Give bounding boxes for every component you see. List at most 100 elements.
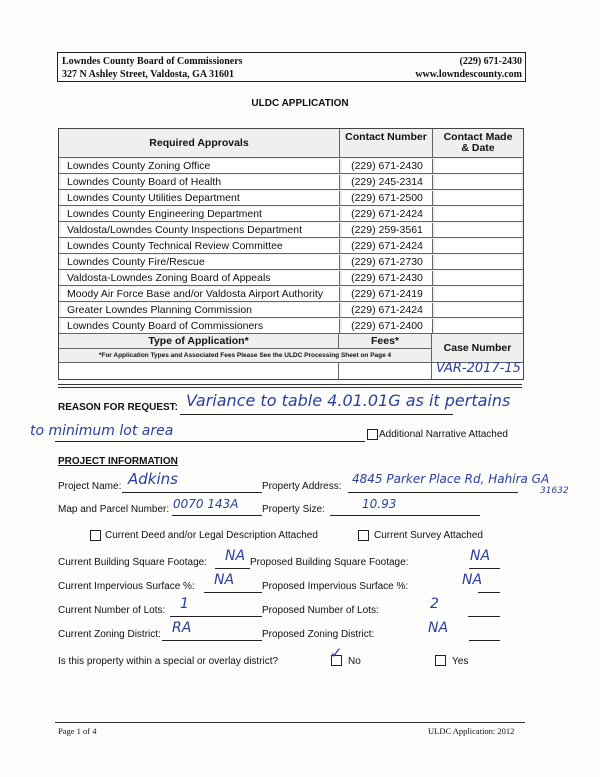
narrative-label: Additional Narrative Attached [379,429,508,440]
approval-name: Greater Lowndes Planning Commission [61,303,340,317]
footer-divider [55,722,525,723]
prop_zone-label: Proposed Zoning District: [262,629,375,640]
approval-name: Valdosta/Lowndes County Inspections Depa… [61,223,340,237]
approval-name: Lowndes County Engineering Department [61,207,340,221]
col-contact: Contact Number [340,129,433,157]
approval-name: Lowndes County Fire/Rescue [61,255,340,269]
approval-phone: (229) 671-2730 [342,255,433,269]
case-number-field[interactable]: VAR-2017-15 [432,361,523,379]
page-title: ULDC APPLICATION [251,98,349,109]
prop_lots-label: Proposed Number of Lots: [262,605,379,616]
deed-label: Current Deed and/or Legal Description At… [105,530,318,541]
org-website: www.lowndescounty.com [415,69,522,80]
fees-label: Fees* [370,335,400,347]
property-address[interactable]: 4845 Parker Place Rd, Hahira GA [352,472,550,486]
project-heading: PROJECT INFORMATION [58,456,178,467]
overlay-no-checkbox[interactable] [331,655,342,666]
fees-note: *For Application Types and Associated Fe… [59,348,431,362]
approval-phone: (229) 671-2424 [342,207,433,221]
approval-phone: (229) 671-2419 [342,287,433,301]
overlay-yes-label: Yes [452,656,469,667]
narrative-checkbox[interactable] [367,429,378,440]
approval-phone: (229) 671-2424 [342,239,433,253]
parcel-number[interactable]: 0070 143A [173,497,239,511]
application-type-header: Type of Application* Fees* *For Applicat… [59,333,523,362]
fees-field[interactable] [339,363,432,379]
approval-phone: (229) 259-3561 [342,223,433,237]
org-name: Lowndes County Board of Commissioners [62,56,243,67]
table-row: Lowndes County Board of Commissioners (22… [59,317,523,333]
type-label: Type of Application* [59,334,339,348]
contact-made-field[interactable] [435,319,521,333]
cur_imp-value[interactable]: NA [214,572,235,588]
survey-checkbox[interactable] [358,530,369,541]
table-row: Lowndes County Engineering Department (22… [59,205,523,221]
prop_zone-value[interactable]: NA [428,620,449,636]
approval-name: Lowndes County Zoning Office [61,159,340,173]
col-made: Contact Made & Date [443,131,513,154]
cur_zone-value[interactable]: RA [172,620,192,636]
project-name-label: Project Name: [58,481,122,492]
overlay-yes-checkbox[interactable] [435,655,446,666]
case-number: VAR-2017-15 [436,361,521,376]
property-size[interactable]: 10.93 [362,497,397,511]
prop_imp-value[interactable]: NA [462,572,483,588]
org-address: 327 N Ashley Street, Valdosta, GA 31601 [62,69,235,80]
parcel-label: Map and Parcel Number: [58,504,170,515]
col-required: Required Approvals [59,129,340,157]
contact-made-field[interactable] [435,271,521,285]
prop_imp-label: Proposed Impervious Surface %: [262,581,409,592]
cur_lots-label: Current Number of Lots: [58,605,166,616]
approval-phone: (229) 245-2314 [342,175,433,189]
table-row: Lowndes County Board of Health (229) 245-… [59,173,523,189]
cur_lots-value[interactable]: 1 [180,596,189,612]
table-row: Greater Lowndes Planning Commission (229)… [59,301,523,317]
deed-checkbox[interactable] [90,530,101,541]
approval-name: Lowndes County Utilities Department [61,191,340,205]
overlay-question: Is this property within a special or ove… [58,656,279,667]
contact-made-field[interactable] [435,159,521,173]
reason-label: REASON FOR REQUEST: [58,402,179,413]
case-label: Case Number [443,342,512,354]
contact-made-field[interactable] [435,287,521,301]
page-number: Page 1 of 4 [58,726,97,736]
approval-name: Moody Air Force Base and/or Valdosta Air… [61,287,340,301]
approvals-table: Required Approvals Contact Number Contac… [58,128,524,380]
form-version: ULDC Application: 2012 [428,726,515,736]
type-field[interactable] [59,363,339,379]
approval-phone: (229) 671-2430 [342,159,433,173]
contact-made-field[interactable] [435,175,521,189]
project-name[interactable]: Adkins [128,470,178,488]
table-row: Lowndes County Fire/Rescue (229) 671-2730 [59,253,523,269]
divider [58,384,522,388]
cur_imp-label: Current Impervious Surface %: [58,581,195,592]
table-row: Valdosta-Lowndes Zoning Board of Appeals… [59,269,523,285]
survey-label: Current Survey Attached [374,530,483,541]
approval-phone: (229) 671-2400 [342,319,433,333]
address-label: Property Address: [262,481,342,492]
reason-line1[interactable]: Variance to table 4.01.01G as it pertain… [186,391,511,410]
cur_sqft-value[interactable]: NA [225,548,246,564]
contact-made-field[interactable] [435,223,521,237]
reason-line2[interactable]: to minimum lot area [30,423,174,439]
org-phone: (229) 671-2430 [459,56,523,67]
approval-name: Lowndes County Board of Health [61,175,340,189]
approval-phone: (229) 671-2430 [342,271,433,285]
contact-made-field[interactable] [435,191,521,205]
contact-made-field[interactable] [435,207,521,221]
contact-made-field[interactable] [435,303,521,317]
approval-name: Lowndes County Board of Commissioners [61,319,340,333]
contact-made-field[interactable] [435,255,521,269]
table-row: Valdosta/Lowndes County Inspections Depa… [59,221,523,237]
approval-phone: (229) 671-2424 [342,303,433,317]
approval-name: Lowndes County Technical Review Committe… [61,239,340,253]
cur_zone-label: Current Zoning District: [58,629,161,640]
contact-made-field[interactable] [435,239,521,253]
prop_sqft-label: Proposed Building Square Footage: [250,557,409,568]
prop_sqft-value[interactable]: NA [470,548,491,564]
letterhead: Lowndes County Board of Commissioners 327… [57,52,526,82]
prop_lots-value[interactable]: 2 [430,596,439,612]
table-row: Lowndes County Zoning Office (229) 671-24… [59,157,523,173]
approval-phone: (229) 671-2500 [342,191,433,205]
